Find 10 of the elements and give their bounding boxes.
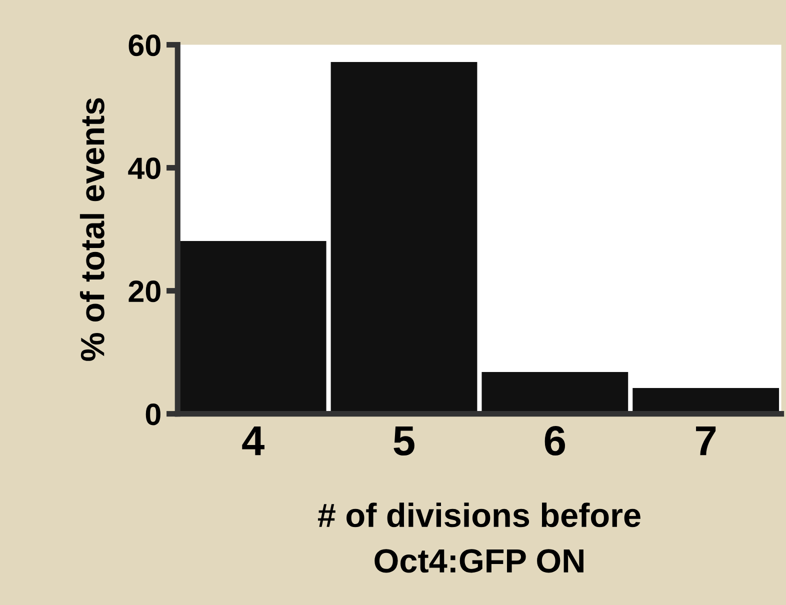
x-tick-label: 5 bbox=[394, 426, 414, 456]
x-tick-label: 4 bbox=[242, 426, 264, 456]
y-axis-title: % of total events bbox=[80, 98, 104, 361]
x-tick-label: 6 bbox=[544, 426, 565, 456]
x-tick-label: 7 bbox=[696, 426, 716, 456]
y-tick-label: 20 bbox=[128, 280, 160, 302]
y-tick-label: 60 bbox=[128, 34, 160, 56]
x-axis-title: # of divisions before Oct4:GFP ON bbox=[318, 502, 640, 573]
y-tick-label: 40 bbox=[128, 158, 160, 180]
y-tick-label: 0 bbox=[146, 404, 160, 426]
